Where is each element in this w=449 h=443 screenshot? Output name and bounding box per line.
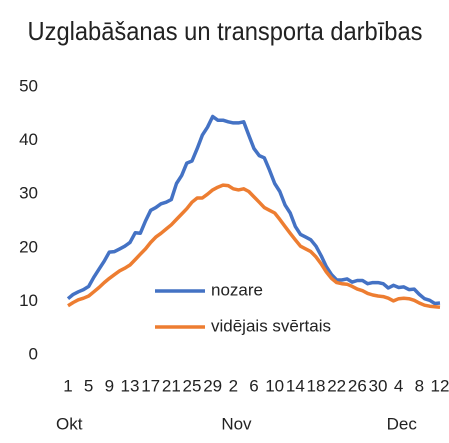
x-tick-label: 13 — [121, 376, 140, 395]
y-tick-label: 40 — [19, 130, 38, 149]
y-tick-label: 20 — [19, 237, 38, 256]
x-tick-label: 25 — [183, 376, 202, 395]
line-series — [67, 183, 441, 310]
y-tick-label: 0 — [29, 344, 38, 363]
month-label: Okt — [56, 414, 83, 433]
month-label: Nov — [221, 414, 252, 433]
legend-label: nozare — [211, 280, 263, 299]
x-tick-label: 21 — [162, 376, 181, 395]
x-tick-label: 26 — [348, 376, 367, 395]
x-tick-label: 22 — [327, 376, 346, 395]
x-tick-label: 6 — [249, 376, 258, 395]
x-tick-label: 17 — [141, 376, 160, 395]
x-tick-label: 5 — [84, 376, 93, 395]
month-label: Dec — [387, 414, 418, 433]
x-tick-label: 2 — [229, 376, 238, 395]
y-tick-label: 10 — [19, 291, 38, 310]
x-tick-label: 9 — [105, 376, 114, 395]
legend-label: vidējais svērtais — [211, 316, 331, 335]
x-tick-label: 30 — [369, 376, 388, 395]
x-tick-label: 14 — [286, 376, 305, 395]
x-tick-label: 8 — [415, 376, 424, 395]
chart-title: Uzglabāšanas un transporta darbības — [28, 16, 423, 46]
line-series — [66, 114, 441, 306]
y-tick-label: 50 — [19, 76, 38, 95]
y-tick-label: 30 — [19, 184, 38, 203]
x-tick-label: 12 — [431, 376, 449, 395]
x-tick-label: 29 — [203, 376, 222, 395]
x-tick-label: 4 — [394, 376, 403, 395]
x-tick-label: 1 — [63, 376, 72, 395]
x-tick-label: 10 — [265, 376, 284, 395]
x-tick-label: 18 — [307, 376, 326, 395]
